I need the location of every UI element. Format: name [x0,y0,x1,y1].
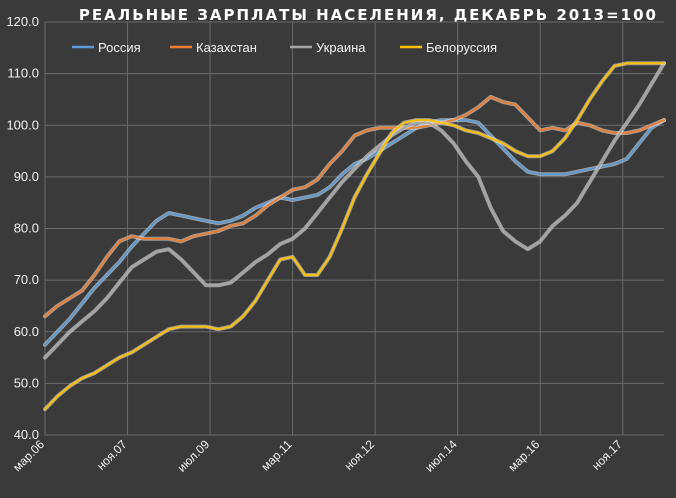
legend-item: Россия [72,40,141,55]
legend-label: Украина [316,40,366,55]
series-line [44,62,665,411]
y-tick-label: 110.0 [7,66,39,81]
series-Украина [43,61,666,360]
y-tick-label: 90.0 [14,169,39,184]
y-tick-label: 70.0 [14,272,39,287]
series-layer [43,61,666,412]
series-Белоруссия [43,61,666,412]
grid-layer [44,21,664,436]
series-line [44,119,665,346]
series-line [44,95,665,318]
chart-title: РЕАЛЬНЫЕ ЗАРПЛАТЫ НАСЕЛЕНИЯ, ДЕКАБРЬ 201… [79,6,658,24]
y-tick-label: 120.0 [6,14,39,29]
legend-item: Казахстан [170,40,257,55]
series-line [44,62,665,359]
y-tick-label: 100.0 [6,117,39,132]
legend-label: Казахстан [196,40,257,55]
legend: Россия Казахстан Украина Белоруссия [72,40,497,55]
y-tick-label: 40.0 [14,427,39,442]
series-Казахстан [43,94,666,319]
legend-label: Россия [98,40,141,55]
y-tick-label: 50.0 [14,375,39,390]
legend-item: Белоруссия [400,40,497,55]
series-Россия [43,118,666,347]
y-tick-label: 60.0 [14,324,39,339]
legend-item: Украина [290,40,366,55]
legend-label: Белоруссия [426,40,497,55]
y-tick-label: 80.0 [14,221,39,236]
